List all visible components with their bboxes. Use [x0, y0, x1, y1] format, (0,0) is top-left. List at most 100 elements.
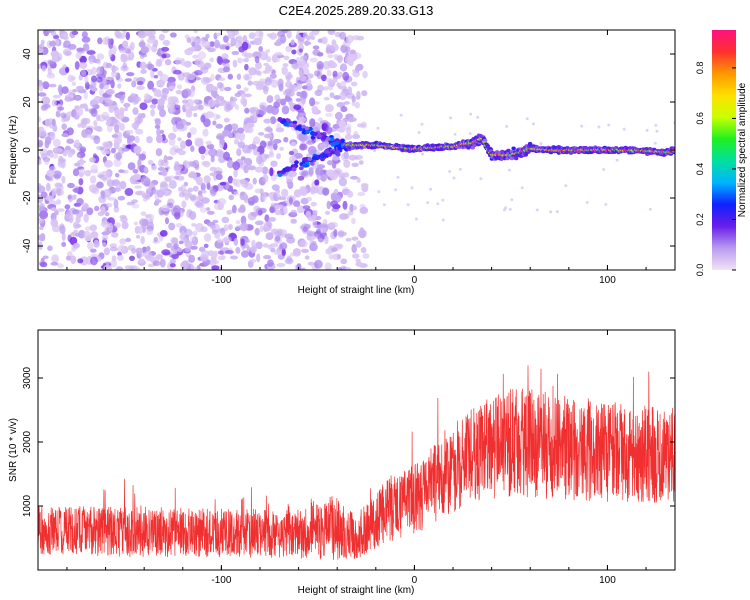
spectrum-point: [113, 205, 120, 213]
spectrum-point: [167, 102, 176, 110]
spectrum-point: [61, 86, 69, 94]
spectrum-point: [396, 175, 400, 179]
spectrum-point: [253, 136, 261, 145]
spectrum-point: [282, 206, 288, 215]
spectrum-point: [159, 129, 165, 135]
spectrum-point: [133, 145, 142, 154]
spectrum-point: [168, 222, 176, 231]
spectrum-point: [648, 207, 652, 211]
spectrum-point: [316, 52, 324, 57]
spectrum-point: [167, 96, 174, 105]
spectrum-point: [322, 153, 328, 158]
spectrum-point: [153, 87, 159, 97]
spectrum-point: [172, 145, 180, 151]
spectrum-point: [203, 77, 213, 83]
spectrum-point: [80, 69, 87, 77]
spectrum-point: [183, 181, 189, 187]
snr-y-axis-label: SNR (10 * v/v): [8, 418, 19, 482]
spectrum-point: [99, 82, 104, 90]
spectrum-point: [302, 157, 308, 162]
spectrum-point: [240, 215, 247, 225]
spectrum-point: [159, 258, 166, 268]
spectrum-point: [39, 43, 45, 49]
spectrum-point: [327, 54, 334, 59]
spectrum-point: [114, 222, 121, 229]
spectrum-point: [217, 56, 223, 66]
spectrum-point: [309, 118, 316, 128]
spectrum-point: [139, 53, 145, 60]
spectrum-point: [356, 177, 361, 183]
spectrum-point: [312, 219, 317, 229]
y-tick-label: 3000: [22, 366, 33, 389]
spectrum-point: [53, 147, 63, 153]
spectrum-point: [352, 253, 360, 259]
spectrum-point: [216, 135, 225, 140]
spectrum-point: [314, 70, 321, 77]
spectrum-point: [236, 73, 242, 80]
spectrum-point: [276, 153, 281, 160]
spectrum-point: [269, 206, 275, 214]
spectrum-point: [96, 53, 105, 60]
spectrum-point: [101, 170, 111, 176]
spectrum-point: [301, 90, 308, 99]
spectrum-point: [259, 51, 269, 61]
snr-x-axis-label: Height of straight line (km): [298, 585, 415, 596]
spectrum-point: [189, 162, 196, 168]
spectrum-point: [187, 187, 194, 193]
spectrum-point: [317, 234, 325, 243]
spectrum-point: [241, 41, 249, 51]
spectrum-point: [74, 242, 80, 249]
spectrum-point: [622, 127, 626, 131]
spectrum-point: [74, 61, 80, 70]
spectrum-point: [189, 211, 197, 220]
spectrum-point: [41, 65, 47, 70]
spectrum-point: [564, 184, 568, 188]
spectrum-point: [191, 223, 197, 227]
spectrum-point: [329, 137, 335, 142]
spectrum-point: [247, 165, 256, 171]
spectrum-point: [236, 127, 245, 134]
spectrum-point: [259, 153, 268, 163]
spectrum-point: [83, 90, 89, 100]
spectrum-point: [352, 205, 357, 211]
x-tick-label: 0: [412, 575, 418, 586]
spectrum-point: [112, 187, 122, 192]
spectrum-point: [61, 117, 66, 123]
spectrum-point: [129, 255, 135, 261]
spectrum-point: [343, 101, 350, 105]
spectrum-point: [274, 209, 283, 216]
spectrum-point: [127, 244, 136, 251]
spectrum-point: [175, 90, 183, 95]
spectrum-point: [417, 131, 421, 135]
spectrum-point: [333, 75, 341, 80]
spectrum-point: [74, 139, 80, 148]
spectrum-point: [42, 129, 47, 139]
spectrum-point: [340, 258, 348, 265]
spectrum-point: [299, 143, 308, 151]
spectrum-point: [194, 201, 203, 207]
spectrum-point: [285, 118, 291, 123]
spectrum-point: [113, 158, 122, 167]
spectrum-point: [50, 50, 60, 58]
spectrum-point: [144, 214, 152, 219]
spectrum-point: [96, 76, 103, 83]
spectrum-point: [53, 138, 61, 148]
spectrum-point: [362, 253, 370, 259]
spectrum-point: [311, 30, 320, 36]
spectrum-point: [74, 95, 81, 100]
spectrum-point: [215, 123, 223, 129]
spectrum-point: [61, 33, 68, 38]
spectrum-point: [190, 266, 199, 270]
spectrum-point: [323, 86, 329, 91]
spectrum-point: [302, 31, 308, 39]
spectrum-point: [146, 228, 154, 235]
spectrum-point: [348, 210, 354, 216]
spectrum-point: [84, 81, 90, 90]
spectrum-point: [325, 112, 333, 117]
spectrum-point: [38, 92, 47, 97]
spectrum-point: [324, 235, 329, 245]
spectrum-point: [325, 77, 334, 83]
colorbar-gradient: [712, 30, 736, 270]
spectrum-point: [222, 129, 230, 137]
spectrum-point: [297, 175, 305, 181]
